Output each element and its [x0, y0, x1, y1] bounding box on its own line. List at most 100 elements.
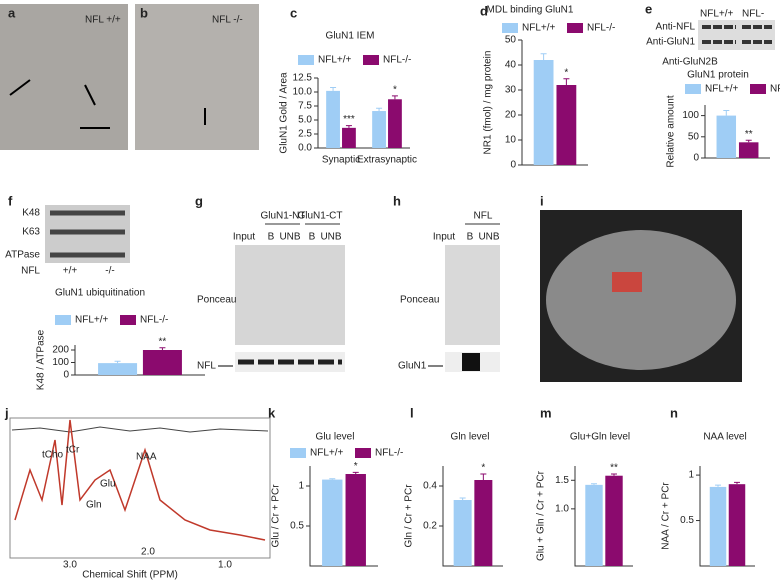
error-bar: [329, 478, 336, 480]
significance: **: [159, 336, 167, 347]
axes: [74, 345, 205, 376]
legend-swatch: [750, 84, 766, 94]
bar: [453, 500, 472, 566]
legend-label: NFL-/-: [770, 84, 780, 95]
error-bar: [480, 473, 487, 480]
peak-label: tCr: [66, 445, 80, 456]
legend-swatch: [363, 55, 379, 65]
peak-label: NAA: [136, 452, 157, 463]
panel-label: c: [290, 5, 297, 20]
error-bar: [159, 347, 166, 350]
legend-label: NFL+/+: [522, 23, 556, 34]
y-axis-label: K48 / ATPase: [36, 329, 47, 390]
spectrum-box: [9, 417, 271, 559]
ponceau-stain: [445, 245, 500, 345]
bar: [326, 90, 340, 148]
row-label: Anti-NFL: [656, 22, 696, 33]
error-bar: [391, 95, 398, 100]
lane-label: -/-: [105, 266, 114, 277]
bar: [533, 60, 554, 165]
error-bar: [114, 360, 121, 364]
y-tick-label: 0: [63, 370, 69, 381]
legend-label: NFL+/+: [310, 448, 344, 459]
bar: [556, 85, 577, 165]
row-label: K63: [22, 227, 40, 238]
legend-swatch: [120, 315, 136, 325]
x-tick-label: 3.0: [63, 560, 77, 571]
y-tick-label: 2.5: [298, 129, 312, 140]
y-axis-label: NAA / Cr + PCr: [661, 482, 672, 550]
residual: [11, 426, 269, 433]
legend-label: NFL+/+: [75, 315, 109, 326]
legend-label: NFL-/-: [140, 315, 168, 326]
error-bar: [459, 497, 466, 500]
lane-label: B: [467, 232, 474, 243]
significance: **: [610, 463, 618, 474]
lane-label: NFL-: [742, 9, 764, 20]
arrows: [9, 79, 206, 125]
y-tick-label: 1: [298, 481, 304, 492]
group-label: NFL: [474, 211, 493, 222]
panel-label: e: [645, 1, 652, 16]
panel-label: g: [195, 193, 203, 208]
y-axis-label: GluN1 Gold / Area: [279, 72, 290, 154]
row-label: NFL: [21, 266, 40, 277]
error-bar: [563, 78, 570, 85]
legend-label: NFL+/+: [318, 55, 352, 66]
spectrum: [14, 419, 266, 541]
axes: [574, 466, 633, 567]
peak-label: Glu: [100, 479, 116, 490]
y-tick-label: 0.4: [423, 481, 437, 492]
legend-swatch: [567, 23, 583, 33]
band-label: GluN1: [398, 361, 427, 372]
voxel: [612, 272, 642, 292]
error-bar: [723, 110, 730, 116]
panel-label: k: [268, 405, 276, 420]
group-label: GluN1-CT: [297, 211, 342, 222]
bar: [738, 142, 759, 158]
chart-title: GluN1 IEM: [326, 31, 375, 42]
axes: [521, 40, 588, 166]
bands: [50, 210, 125, 258]
stain-label: Ponceau: [197, 295, 236, 306]
panel-label: d: [480, 3, 488, 18]
genotype: NFL -/-: [212, 15, 243, 26]
y-tick-label: 0: [510, 160, 516, 171]
y-axis-label: Gln / Cr + PCr: [404, 484, 415, 548]
bar: [142, 350, 182, 375]
error-bar: [715, 484, 722, 487]
micrograph: [135, 4, 259, 150]
legend-swatch: [298, 55, 314, 65]
panel-label: a: [8, 5, 16, 20]
significance: **: [745, 129, 753, 140]
significance: *: [481, 463, 485, 474]
y-tick-label: 0.5: [680, 515, 694, 526]
lane-label: UNB: [478, 232, 499, 243]
bar: [345, 474, 366, 566]
y-tick-label: 50: [688, 131, 700, 142]
chart-title: Gln level: [451, 432, 490, 443]
lane-label: UNB: [320, 232, 341, 243]
axes: [442, 466, 503, 567]
bands: [702, 25, 772, 44]
panel-label: h: [393, 193, 401, 208]
x-tick-label: Extrasynaptic: [357, 155, 417, 166]
caption: GluN1 ubiquitination: [55, 288, 145, 299]
legend-swatch: [502, 23, 518, 33]
y-tick-label: 30: [505, 85, 517, 96]
lane-label: Input: [233, 232, 255, 243]
genotype: NFL +/+: [85, 15, 121, 26]
bar: [342, 127, 356, 148]
y-tick-label: 7.5: [298, 101, 312, 112]
y-tick-label: 0.5: [290, 521, 304, 532]
chart-title: Glu+Gln level: [570, 432, 630, 443]
lane-label: NFL+/+: [700, 9, 734, 20]
lane-label: B: [309, 232, 316, 243]
y-axis-label: Glu + Gln / Cr + PCr: [536, 470, 547, 561]
error-bar: [376, 107, 383, 112]
panel-label: b: [140, 5, 148, 20]
panel-label: i: [540, 193, 544, 208]
axes: [704, 105, 770, 159]
lane-label: UNB: [279, 232, 300, 243]
lane-label: +/+: [63, 266, 78, 277]
